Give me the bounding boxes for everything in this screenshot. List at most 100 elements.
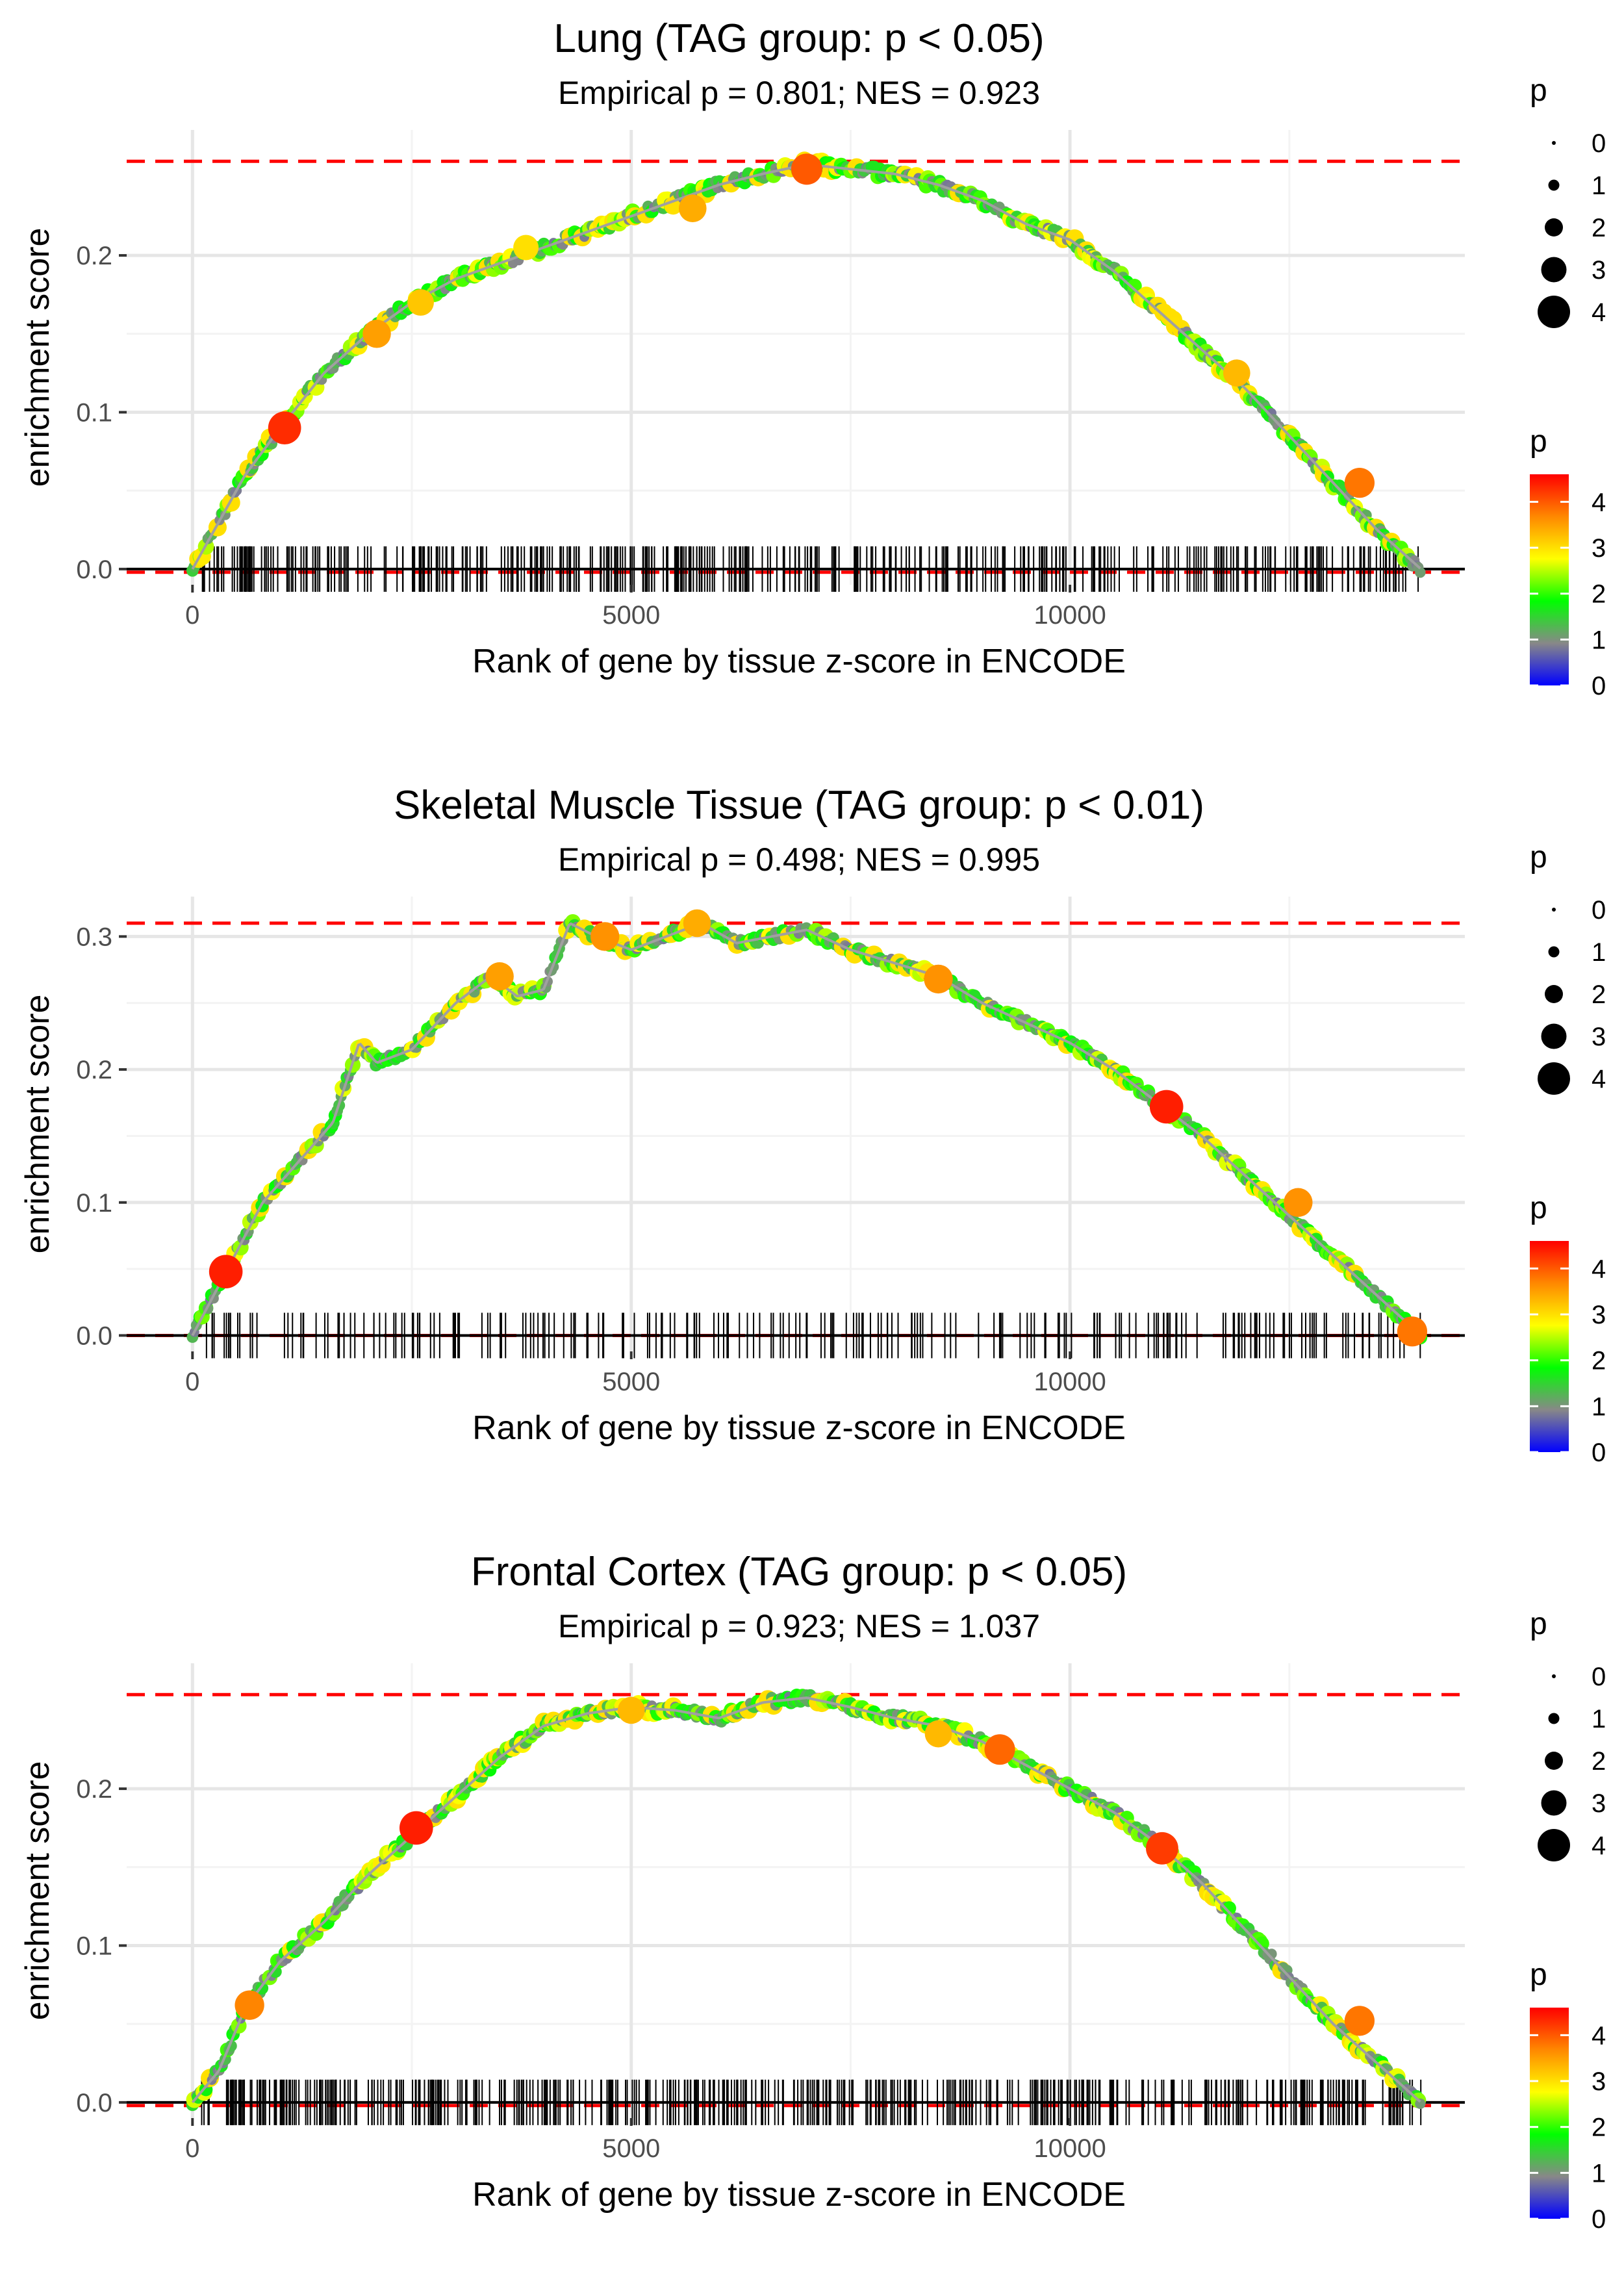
color-legend-label: 1 [1592,626,1606,654]
y-axis-title: enrichment score [19,1761,57,2021]
y-tick-label: 0.0 [76,556,112,584]
highlight-point [791,153,822,185]
y-tick-label: 0.2 [76,242,112,270]
size-legend-title: p [1530,840,1547,875]
size-legend-title: p [1530,1607,1547,1641]
x-tick-label: 0 [185,601,199,630]
chart-title: Frontal Cortex (TAG group: p < 0.05) [471,1550,1127,1594]
highlight-point [1344,468,1375,498]
highlight-point [407,289,434,316]
color-legend: p 0 1 2 3 4 [1530,1191,1606,1467]
color-legend-title: p [1530,1958,1547,1992]
size-legend-label: 4 [1592,1832,1606,1860]
enrichment-points [186,913,1428,1345]
size-legend-dot [1545,985,1563,1003]
size-legend-label: 2 [1592,214,1606,242]
color-legend: p 0 1 2 3 4 [1530,1958,1606,2234]
highlight-point [1149,1090,1184,1124]
x-tick-label: 5000 [602,2134,660,2163]
enrichment-line [191,1696,1421,2104]
y-axis-title: enrichment score [19,995,57,1254]
size-legend-dot [1545,218,1563,236]
x-tick-label: 10000 [1034,1368,1106,1396]
y-tick-label: 0.0 [76,2089,112,2117]
color-legend-label: 0 [1592,1438,1606,1467]
size-legend-label: 4 [1592,298,1606,327]
highlight-point [1344,2006,1375,2036]
size-legend-label: 3 [1592,1023,1606,1051]
highlight-point [617,1696,645,1724]
size-legend-dot [1552,141,1556,145]
color-legend-label: 1 [1592,2159,1606,2188]
data-point [1222,1901,1236,1915]
enrichment-points [186,1689,1427,2112]
size-legend-dot [1548,179,1560,191]
highlight-point [590,922,620,951]
size-legend-label: 0 [1592,896,1606,925]
size-legend-label: 3 [1592,256,1606,285]
size-legend-label: 2 [1592,1747,1606,1776]
size-legend: p 0 1 2 3 4 [1530,73,1606,328]
color-legend-label: 2 [1592,1347,1606,1375]
data-point [1415,567,1426,578]
highlight-point [984,1734,1015,1765]
chart-subtitle: Empirical p = 0.498; NES = 0.995 [558,841,1040,878]
chart-title: Lung (TAG group: p < 0.05) [553,16,1044,61]
color-bar [1530,474,1569,685]
size-legend-dot [1552,908,1556,912]
size-legend-label: 3 [1592,1789,1606,1818]
size-legend-dot [1541,1790,1567,1816]
color-legend-label: 1 [1592,1392,1606,1421]
color-legend-label: 2 [1592,2114,1606,2142]
size-legend-label: 0 [1592,1663,1606,1691]
y-tick-label: 0.2 [76,1056,112,1084]
color-legend-label: 2 [1592,580,1606,609]
color-legend-label: 4 [1592,1255,1606,1283]
highlight-point [399,1811,433,1845]
size-legend-dot [1545,1752,1563,1770]
color-legend-label: 0 [1592,672,1606,700]
x-axis-title: Rank of gene by tissue z-score in ENCODE [472,2176,1126,2214]
y-tick-label: 0.1 [76,1189,112,1218]
chart-title: Skeletal Muscle Tissue (TAG group: p < 0… [394,783,1204,828]
highlight-point [1223,359,1250,387]
panel-3: Frontal Cortex (TAG group: p < 0.05) Empi… [19,1550,1606,2234]
color-legend-label: 4 [1592,488,1606,517]
y-axis-title: enrichment score [19,228,57,487]
size-legend-dot [1541,257,1567,283]
x-tick-label: 5000 [602,1368,660,1396]
size-legend-label: 4 [1592,1065,1606,1093]
x-axis-title: Rank of gene by tissue z-score in ENCODE [472,643,1126,680]
enrichment-points [186,151,1426,578]
x-tick-label: 5000 [602,601,660,630]
y-tick-label: 0.3 [76,923,112,951]
color-legend-label: 3 [1592,2067,1606,2096]
size-legend-label: 1 [1592,172,1606,200]
y-tick-label: 0.0 [76,1322,112,1350]
highlight-point [924,964,953,994]
size-legend-label: 0 [1592,129,1606,158]
color-legend-title: p [1530,424,1547,459]
enrichment-line [191,922,1421,1336]
highlight-point [513,235,539,261]
x-tick-label: 0 [185,2134,199,2163]
x-tick-label: 10000 [1034,2134,1106,2163]
chart-subtitle: Empirical p = 0.923; NES = 1.037 [558,1608,1040,1644]
highlight-point [683,909,711,938]
color-legend: p 0 1 2 3 4 [1530,424,1606,700]
x-tick-label: 10000 [1034,601,1106,630]
panel-1: Lung (TAG group: p < 0.05) Empirical p = … [19,16,1606,700]
color-legend-label: 3 [1592,534,1606,563]
size-legend-dot [1548,946,1560,958]
size-legend-dot [1538,296,1570,328]
color-bar [1530,2008,1569,2219]
highlight-point [924,1720,952,1748]
highlight-point [1146,1832,1178,1865]
highlight-point [362,320,391,348]
highlight-point [268,411,301,444]
size-legend-label: 1 [1592,938,1606,967]
highlight-point [1397,1316,1428,1347]
color-bar [1530,1241,1569,1452]
data-point [269,1965,282,1978]
